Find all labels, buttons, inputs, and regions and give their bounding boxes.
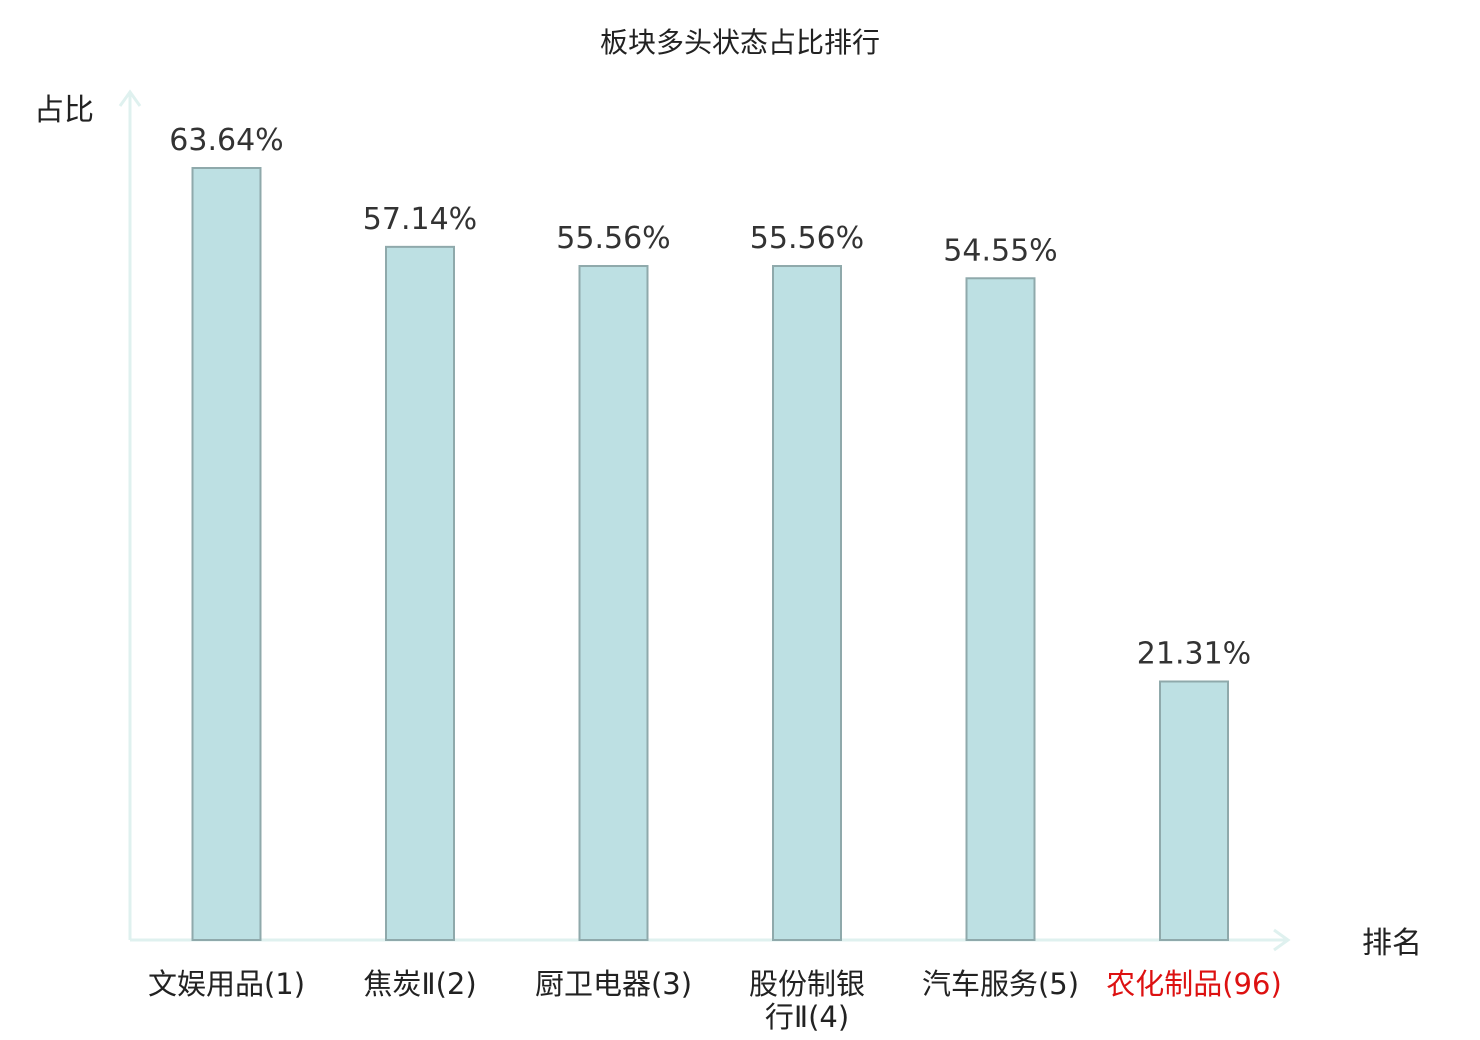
chart-title: 板块多头状态占比排行 — [600, 26, 880, 59]
x-tick-label-4-line-2: 行Ⅱ(4) — [765, 1000, 849, 1034]
value-label-2: 57.14% — [363, 202, 477, 237]
x-axis-arrow — [1273, 928, 1291, 952]
value-label-group: 63.64% 57.14% 55.56% 55.56% 54.55% 21.31% — [169, 123, 1251, 671]
value-label-4: 55.56% — [750, 221, 864, 256]
x-tick-label-4-line-1: 股份制银 — [749, 967, 865, 1001]
axes — [118, 89, 1291, 952]
x-tick-label-2: 焦炭Ⅱ(2) — [363, 967, 476, 1001]
x-tick-label-6: 农化制品(96) — [1106, 967, 1282, 1001]
bar-3 — [578, 265, 649, 941]
bar-2 — [385, 245, 455, 941]
x-tick-label-1: 文娱用品(1) — [148, 967, 305, 1001]
value-label-1: 63.64% — [169, 123, 283, 158]
bar-5 — [965, 277, 1036, 941]
x-tick-label-5: 汽车服务(5) — [922, 967, 1079, 1001]
bar-4 — [772, 265, 842, 941]
x-axis-label: 排名 — [1362, 926, 1422, 961]
y-axis-label: 占比 — [34, 93, 94, 128]
value-label-3: 55.56% — [556, 221, 670, 256]
bar-group — [191, 167, 1229, 941]
bar-1 — [191, 167, 262, 941]
value-label-6: 21.31% — [1137, 636, 1251, 671]
value-label-5: 54.55% — [943, 233, 1057, 268]
x-tick-label-3: 厨卫电器(3) — [535, 967, 692, 1001]
bar-6 — [1159, 680, 1229, 941]
y-axis-arrow — [118, 89, 142, 107]
